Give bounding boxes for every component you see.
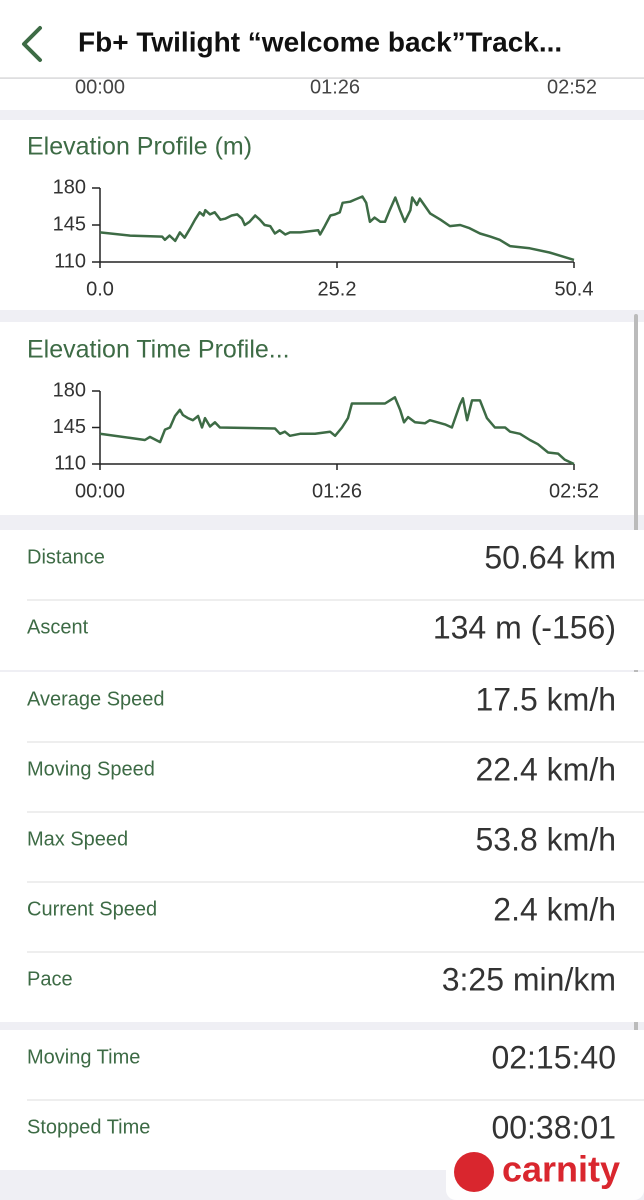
x-tick-label: 25.2 [318, 278, 357, 300]
stat-value: 02:15:40 [491, 1039, 616, 1075]
stat-value: 2.4 km/h [493, 891, 616, 927]
chart-card [0, 120, 644, 310]
x-tick-label: 00:00 [75, 76, 125, 98]
stat-label: Max Speed [27, 828, 128, 850]
stat-label: Stopped Time [27, 1116, 150, 1138]
watermark-logo [454, 1152, 494, 1192]
stat-label: Moving Time [27, 1046, 140, 1068]
stat-value: 00:38:01 [491, 1109, 616, 1145]
elevation-line [99, 195, 575, 262]
y-tick-label: 110 [54, 452, 86, 474]
y-tick-label: 180 [53, 379, 86, 401]
watermark: carnity [502, 1149, 620, 1190]
y-tick-label: 145 [53, 213, 86, 235]
stat-value: 17.5 km/h [475, 681, 616, 717]
x-tick-label: 50.4 [555, 278, 594, 300]
stat-value: 3:25 min/km [442, 961, 616, 997]
y-tick-label: 110 [54, 250, 86, 272]
stats-card [0, 672, 644, 1022]
stat-value: 22.4 km/h [475, 751, 616, 787]
chart-card [0, 322, 644, 515]
stat-label: Pace [27, 968, 73, 990]
stat-value: 50.64 km [484, 539, 616, 575]
chart-title: Elevation Profile (m) [27, 133, 252, 161]
stat-value: 134 m (-156) [433, 609, 616, 645]
y-tick-label: 180 [53, 176, 86, 198]
x-tick-label: 02:52 [549, 480, 599, 502]
x-tick-label: 0.0 [86, 278, 114, 300]
x-tick-label: 02:52 [547, 76, 597, 98]
prev-card [0, 79, 644, 110]
x-tick-label: 01:26 [312, 480, 362, 502]
nav-title: Fb+ Twilight “welcome back”Track... [78, 26, 562, 57]
chart-title: Elevation Time Profile... [27, 336, 290, 364]
stat-label: Distance [27, 546, 105, 568]
x-tick-label: 00:00 [75, 480, 125, 502]
stat-value: 53.8 km/h [475, 821, 616, 857]
elevation-line [99, 396, 575, 466]
y-tick-label: 145 [53, 416, 86, 438]
stat-label: Ascent [27, 616, 89, 638]
stat-label: Moving Speed [27, 758, 155, 780]
stat-label: Average Speed [27, 688, 165, 710]
watermark-bg [446, 1145, 644, 1200]
nav-bar [0, 0, 644, 78]
back-button[interactable] [22, 26, 42, 62]
stat-label: Current Speed [27, 898, 157, 920]
x-tick-label: 01:26 [310, 76, 360, 98]
